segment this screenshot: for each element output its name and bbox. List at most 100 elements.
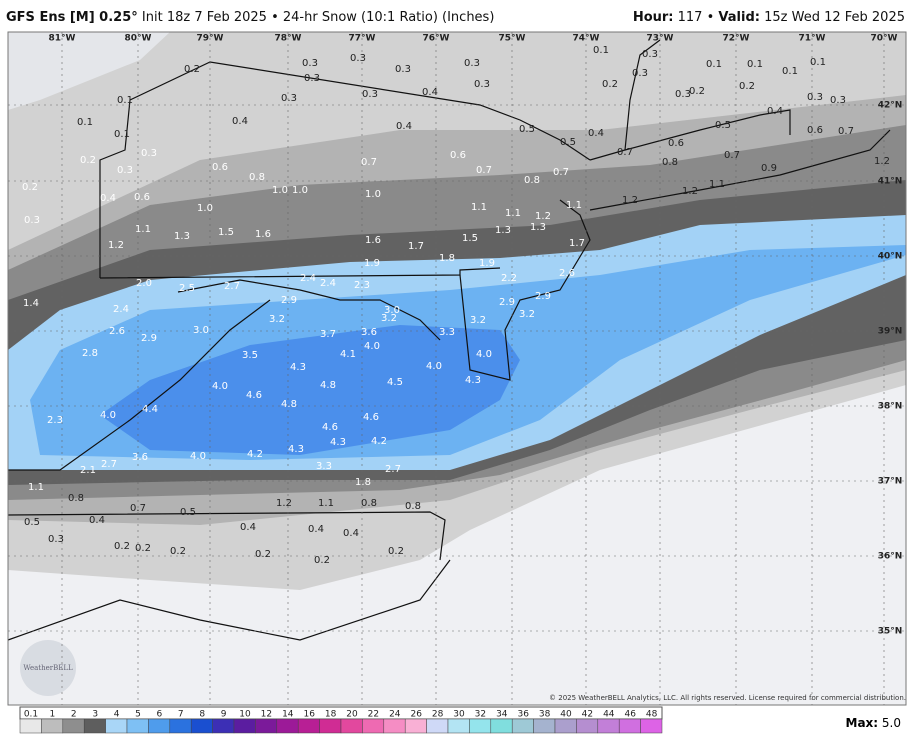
- longitude-label: 74°W: [573, 34, 600, 44]
- snow-amount: 2.4: [113, 304, 129, 315]
- snow-amount: 2.7: [101, 459, 117, 470]
- separator: •: [706, 10, 715, 25]
- snow-amount: 1.3: [174, 231, 190, 242]
- snow-amount: 1.1: [505, 208, 521, 219]
- snow-amount: 2.9: [141, 333, 157, 344]
- latitude-label: 36°N: [878, 552, 903, 562]
- colorbar-swatch: [190, 718, 213, 734]
- longitude-label: 72°W: [723, 34, 750, 44]
- colorbar-label: 2: [71, 710, 77, 720]
- snow-amount: 4.8: [281, 399, 297, 410]
- snow-amount: 0.1: [117, 95, 133, 106]
- snow-amount: 4.3: [290, 362, 306, 373]
- colorbar-swatch: [41, 718, 64, 734]
- snow-amount: 1.6: [255, 229, 271, 240]
- colorbar-label: 14: [282, 710, 294, 720]
- snow-amount: 4.0: [212, 381, 228, 392]
- colorbar-label: 36: [517, 710, 529, 720]
- snow-amount: 4.0: [100, 410, 116, 421]
- snow-amount: 2.1: [80, 465, 96, 476]
- snow-amount: 4.4: [142, 404, 158, 415]
- init: Init 18z 7 Feb 2025 • 24-hr Snow (10:1 R…: [141, 10, 495, 25]
- snow-amount: 4.2: [247, 449, 263, 460]
- snow-amount: 3.7: [320, 329, 336, 340]
- border: [624, 109, 791, 151]
- snow-amount: 0.7: [838, 126, 854, 137]
- snow-amount: 2.8: [82, 348, 98, 359]
- snow-amount: 1.2: [622, 195, 638, 206]
- colorbar-label: 46: [624, 710, 636, 720]
- snow-amount: 1.1: [28, 482, 44, 493]
- colorbar-swatch: [383, 718, 406, 734]
- colorbar-label: 28: [432, 710, 444, 720]
- snow-amount: 1.9: [364, 258, 380, 269]
- valid-label: Valid:: [718, 10, 760, 25]
- max-value: 5.0: [881, 716, 901, 730]
- snow-amount: 4.1: [340, 349, 356, 360]
- max-label: Max:: [845, 716, 879, 730]
- snow-amount: 0.3: [464, 58, 480, 69]
- colorbar-swatch: [576, 718, 599, 734]
- colorbar-swatch: [83, 718, 106, 734]
- snow-amount: 4.6: [363, 412, 379, 423]
- snow-amount: 3.3: [439, 327, 455, 338]
- border: [99, 267, 501, 279]
- snow-amount: 2.5: [179, 283, 195, 294]
- snow-amount: 1.2: [276, 498, 292, 509]
- colorbar-label: 24: [389, 710, 401, 720]
- colorbar-label: 5: [135, 710, 141, 720]
- snow-amount: 0.3: [642, 49, 658, 60]
- snow-amount: 0.1: [77, 117, 93, 128]
- snow-amount: 0.6: [807, 125, 823, 136]
- colorbar-swatch: [554, 718, 577, 734]
- snow-amount: 2.7: [224, 281, 240, 292]
- colorbar-swatch: [148, 718, 171, 734]
- colorbar-label: 48: [646, 710, 658, 720]
- longitude-label: 81°W: [49, 34, 76, 44]
- snow-amount: 1.1: [135, 224, 151, 235]
- longitude-label: 73°W: [647, 34, 674, 44]
- snow-amount: 0.5: [24, 517, 40, 528]
- snow-amount: 0.1: [782, 66, 798, 77]
- colorbar-label: 12: [261, 710, 272, 720]
- colorbar-swatch: [362, 718, 385, 734]
- snow-amount: 2.6: [559, 268, 575, 279]
- colorbar-swatch: [511, 718, 534, 734]
- snow-amount: 0.8: [361, 498, 377, 509]
- colorbar-swatch: [340, 718, 363, 734]
- snow-band: [100, 325, 520, 455]
- colorbar-label: 0.1: [24, 710, 38, 720]
- border: [7, 511, 446, 561]
- snow-amount: 0.6: [134, 192, 150, 203]
- snow-amount: 0.7: [361, 157, 377, 168]
- copyright: © 2025 WeatherBELL Analytics, LLC. All r…: [549, 694, 906, 702]
- snow-amount: 3.2: [519, 309, 535, 320]
- colorbar-label: 1: [50, 710, 56, 720]
- valid: 15z Wed 12 Feb 2025: [764, 10, 905, 25]
- snow-amount: 0.2: [314, 555, 330, 566]
- colorbar-swatch: [426, 718, 449, 734]
- snow-amount: 0.4: [308, 524, 324, 535]
- map-frame: [7, 31, 907, 706]
- latitude-label: 35°N: [878, 627, 903, 637]
- snow-amount: 1.5: [218, 227, 234, 238]
- colorbar-label: 38: [539, 710, 551, 720]
- border: [7, 559, 451, 641]
- colorbar-swatch: [319, 718, 342, 734]
- latitude-label: 40°N: [878, 252, 903, 262]
- snow-amount: 2.4: [320, 278, 336, 289]
- snow-amount: 1.2: [535, 211, 551, 222]
- snow-amount: 0.5: [560, 137, 576, 148]
- snow-amount: 0.4: [588, 128, 604, 139]
- snow-amount: 0.3: [141, 148, 157, 159]
- longitude-label: 70°W: [871, 34, 898, 44]
- hour: 117: [677, 10, 703, 25]
- colorbar-swatch: [490, 718, 513, 734]
- snow-amount: 1.2: [874, 156, 890, 167]
- colorbar-label: 10: [239, 710, 251, 720]
- snow-amount: 0.7: [724, 150, 740, 161]
- max: Max: 5.0: [846, 716, 902, 730]
- snow-amount: 0.8: [68, 493, 84, 504]
- colorbar-swatch: [126, 718, 149, 734]
- snow-amount: 4.0: [426, 361, 442, 372]
